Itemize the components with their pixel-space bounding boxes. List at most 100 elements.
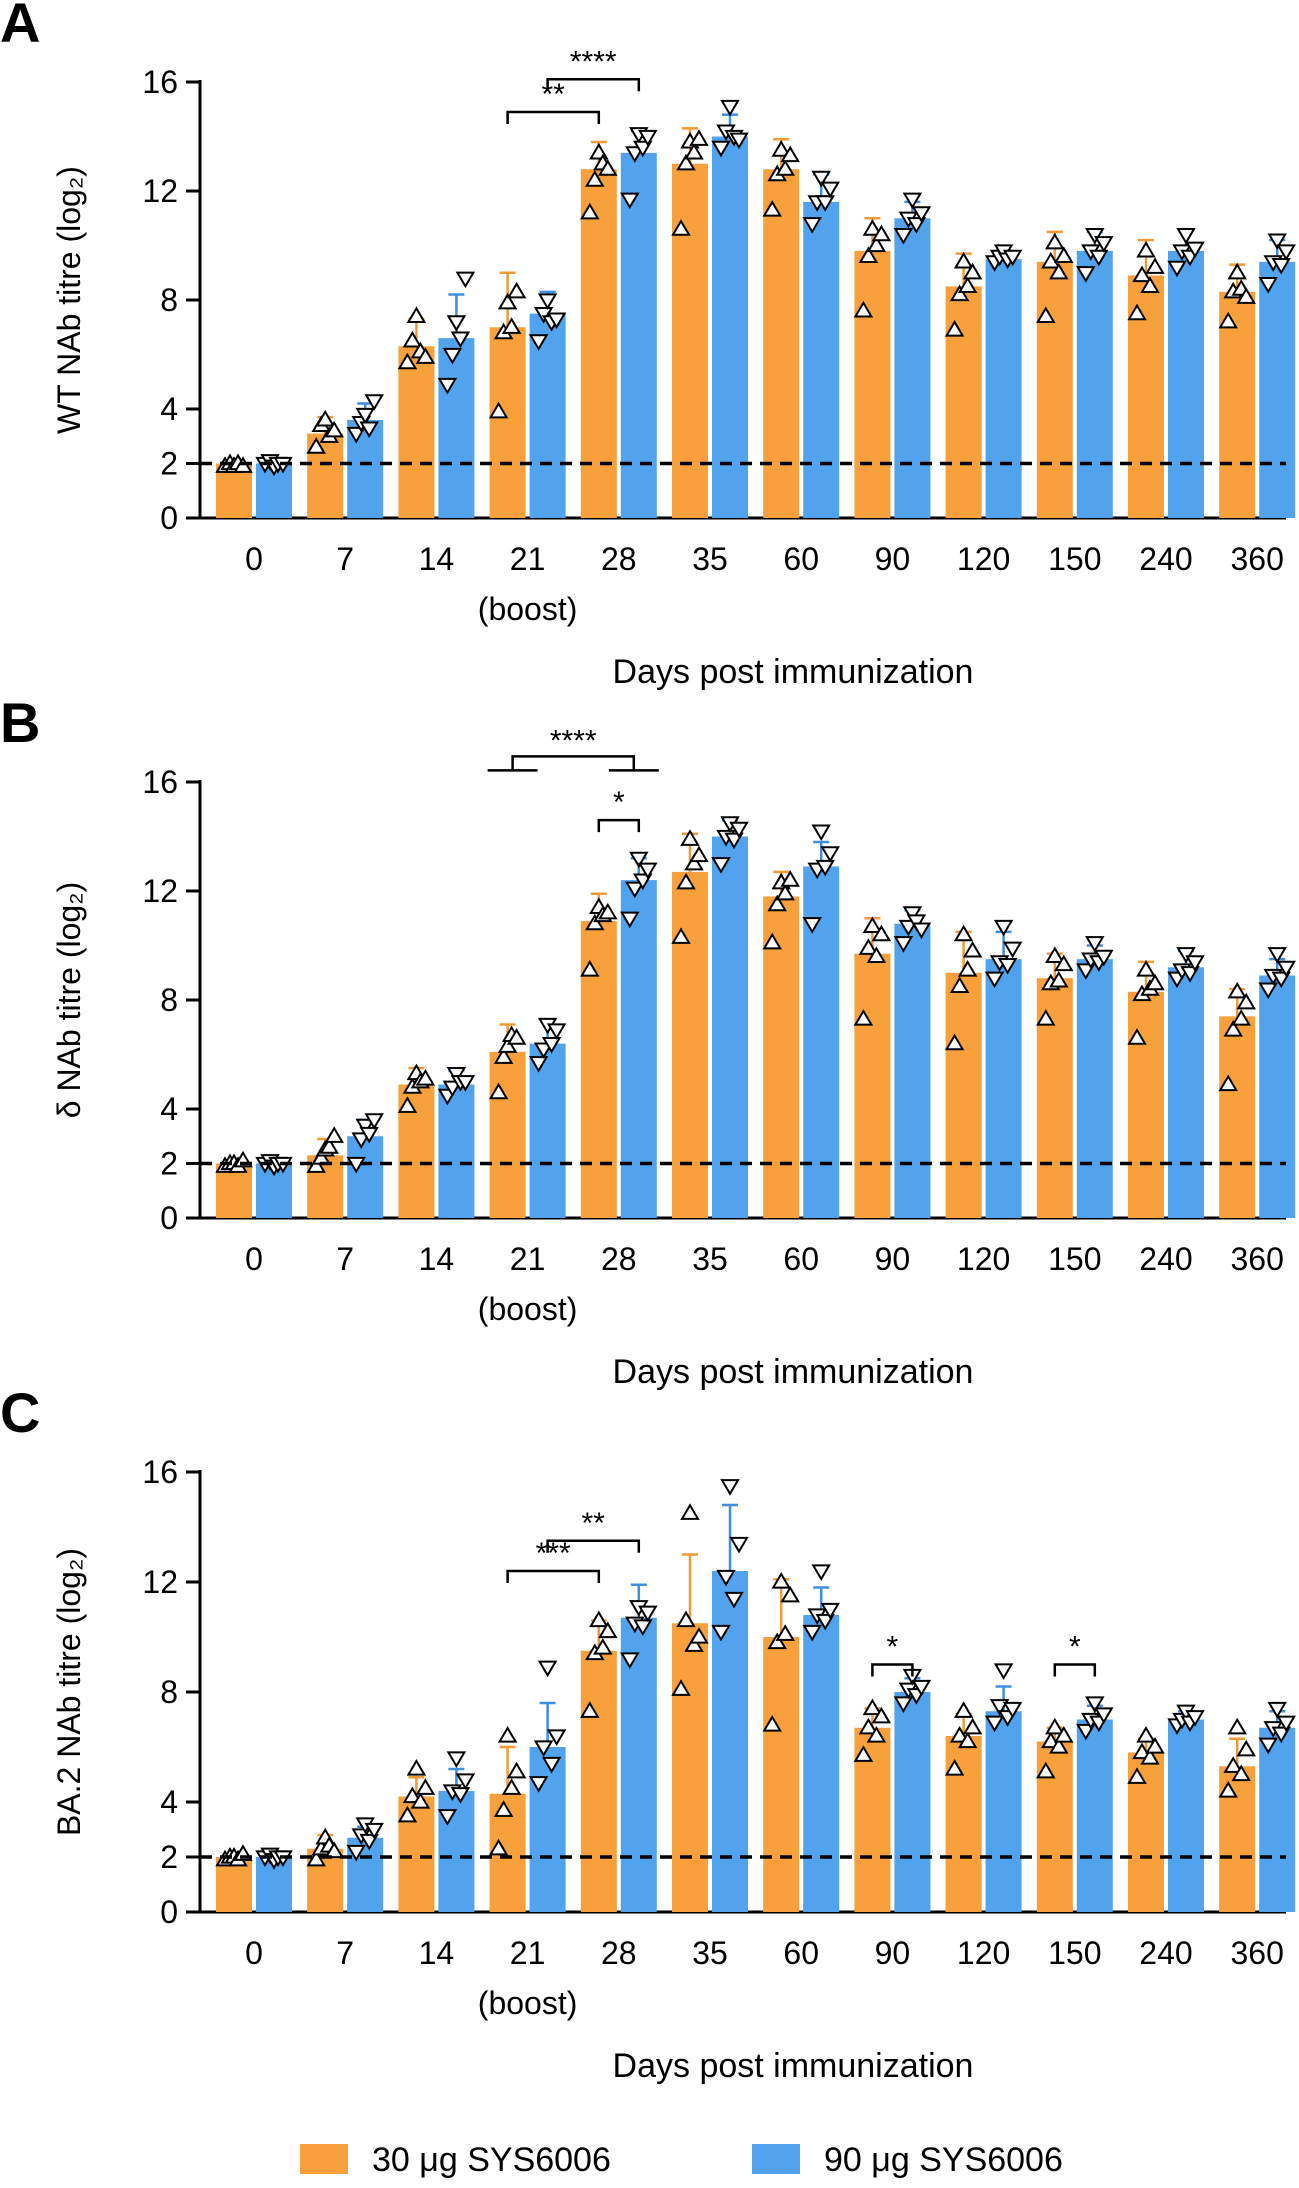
data-point [771,140,791,157]
data-point [506,1028,527,1045]
data-point [771,1572,791,1589]
data-point [893,1696,914,1713]
data-point [1049,1737,1069,1754]
bar [803,201,840,518]
x-tick-label: 21 [510,541,546,577]
data-point [949,284,970,302]
bar [620,152,657,518]
x-tick-label: 150 [1048,1935,1101,1971]
data-point [319,1137,339,1154]
data-point [815,859,835,877]
data-point [506,1761,527,1779]
sig-label: * [887,1631,899,1664]
data-point [820,1602,840,1620]
data-point [506,281,527,299]
data-point [397,1805,418,1823]
x-tick-label: 28 [601,541,637,577]
x-tick-label: 240 [1139,1935,1192,1971]
bar [1168,250,1204,518]
boost-label: (boost) [478,1985,578,2021]
data-point [671,927,691,944]
data-point [944,1033,965,1051]
data-point [1036,1009,1056,1026]
data-point [1045,1717,1065,1735]
data-point [324,1126,344,1143]
data-point [1076,266,1096,283]
x-tick-label: 360 [1231,1241,1284,1277]
y-axis-title: WT NAb titre (log₂) [51,166,87,434]
panel-label: A [0,0,40,54]
data-point [949,976,970,993]
bar [1076,1719,1113,1912]
data-point [944,1759,965,1776]
data-point [1145,973,1165,991]
data-point [625,881,645,899]
data-point [911,1679,932,1697]
data-point [871,224,892,242]
bar [1168,967,1204,1218]
data-point [1236,992,1256,1010]
data-point [762,932,782,950]
data-point [589,1610,609,1628]
sig-label: ** [542,78,566,111]
data-point [815,195,835,212]
data-point [406,306,427,323]
data-point [355,407,375,425]
data-point [598,159,618,176]
x-tick-label: 7 [336,1241,354,1277]
bar [945,1736,982,1912]
data-point [1258,277,1278,294]
data-point [625,146,645,163]
data-point [862,219,883,236]
data-point [415,1069,436,1086]
bar [1128,991,1164,1218]
data-point [580,960,600,977]
data-point [1276,244,1296,261]
data-point [711,140,731,158]
data-point [729,132,749,150]
data-point [1049,970,1069,988]
bar [620,880,657,1218]
data-point [493,1800,514,1817]
data-point [1094,1707,1114,1724]
bar [1259,261,1296,518]
data-point [1036,306,1056,323]
bar [985,259,1022,518]
data-point [324,420,344,438]
data-point [1140,276,1160,293]
bar [489,1051,526,1218]
data-point [676,872,696,890]
data-point [442,1080,463,1098]
bar [854,953,891,1218]
data-point [585,913,605,931]
data-point [364,1113,384,1130]
bar [1076,250,1113,518]
bar [529,1043,566,1218]
data-point [993,1663,1014,1680]
data-point [1276,960,1296,978]
data-point [359,1126,379,1144]
data-point [546,312,567,330]
data-point [775,883,795,901]
data-point [902,192,923,210]
x-tick-label: 240 [1139,1241,1192,1277]
data-point [1267,233,1287,251]
data-point [811,170,831,188]
data-point [1076,1723,1096,1741]
data-point [1223,1756,1243,1773]
data-point [638,1605,658,1623]
data-point [1036,1761,1056,1779]
y-tick-label: 0 [160,1200,178,1236]
data-point [902,906,923,923]
data-point [351,1132,371,1149]
x-tick-label: 14 [419,1241,455,1277]
data-point [689,845,709,863]
data-point [1258,1737,1278,1755]
data-point [533,307,554,324]
panel-A: A 0 2 4 8 12 16 WT NAb titre (log₂) 0 7 14 21 (boost… [0,0,1296,691]
x-tick-label: 60 [783,541,819,577]
data-point [497,292,518,310]
x-tick-label: 28 [601,1935,637,1971]
panel-label: C [0,1381,40,1444]
x-axis-title: Days post immunization [613,1353,974,1391]
